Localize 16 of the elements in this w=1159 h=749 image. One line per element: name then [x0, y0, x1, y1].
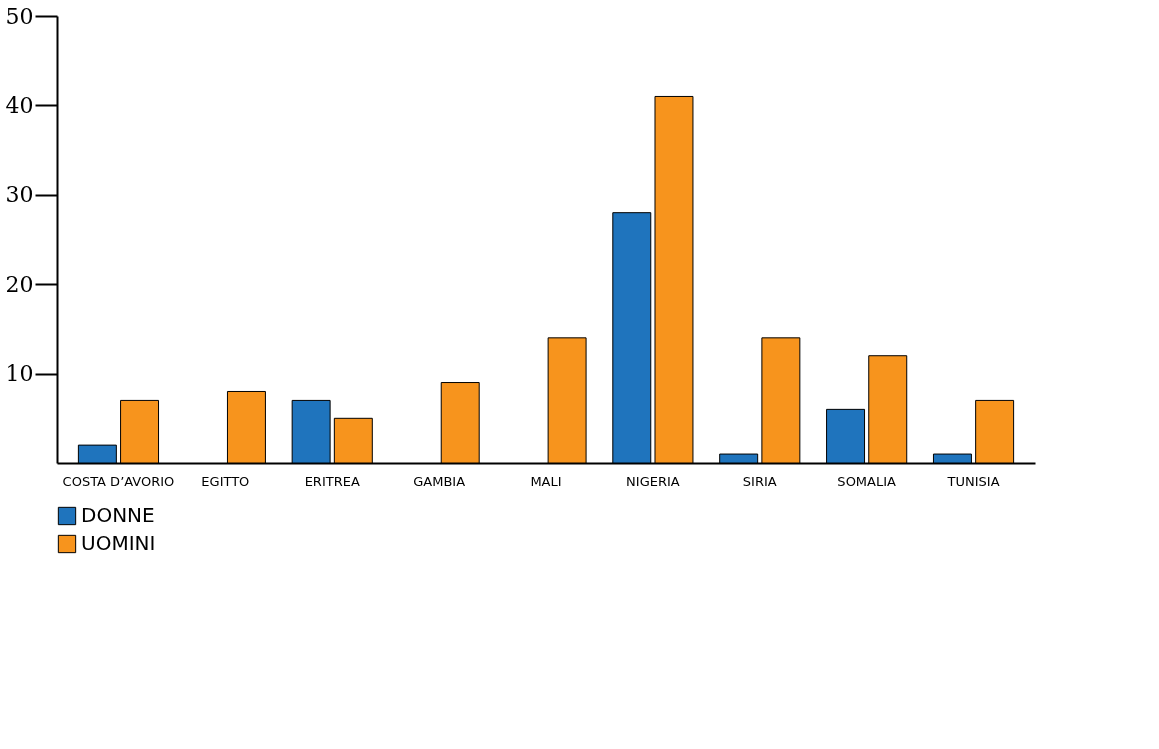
- x-tick-label: ERITREA: [304, 473, 360, 489]
- x-tick-label: MALI: [530, 473, 562, 489]
- y-tick-label: 30: [5, 182, 34, 208]
- x-tick-label: EGITTO: [201, 473, 250, 489]
- y-tick-label: 10: [5, 361, 34, 387]
- y-tick-label: 50: [5, 3, 34, 29]
- x-tick-label: SOMALIA: [837, 473, 897, 489]
- x-tick-label: GAMBIA: [413, 473, 466, 489]
- legend-label: UOMINI: [81, 531, 156, 555]
- x-tick-label: SIRIA: [742, 473, 777, 489]
- y-tick-label: 40: [5, 92, 34, 118]
- x-tick-label: NIGERIA: [626, 473, 680, 489]
- x-tick-label: COSTA D’AVORIO: [62, 473, 175, 489]
- legend-label: DONNE: [81, 503, 155, 527]
- x-tick-label: TUNISIA: [946, 473, 1000, 489]
- y-tick-label: 20: [5, 271, 34, 297]
